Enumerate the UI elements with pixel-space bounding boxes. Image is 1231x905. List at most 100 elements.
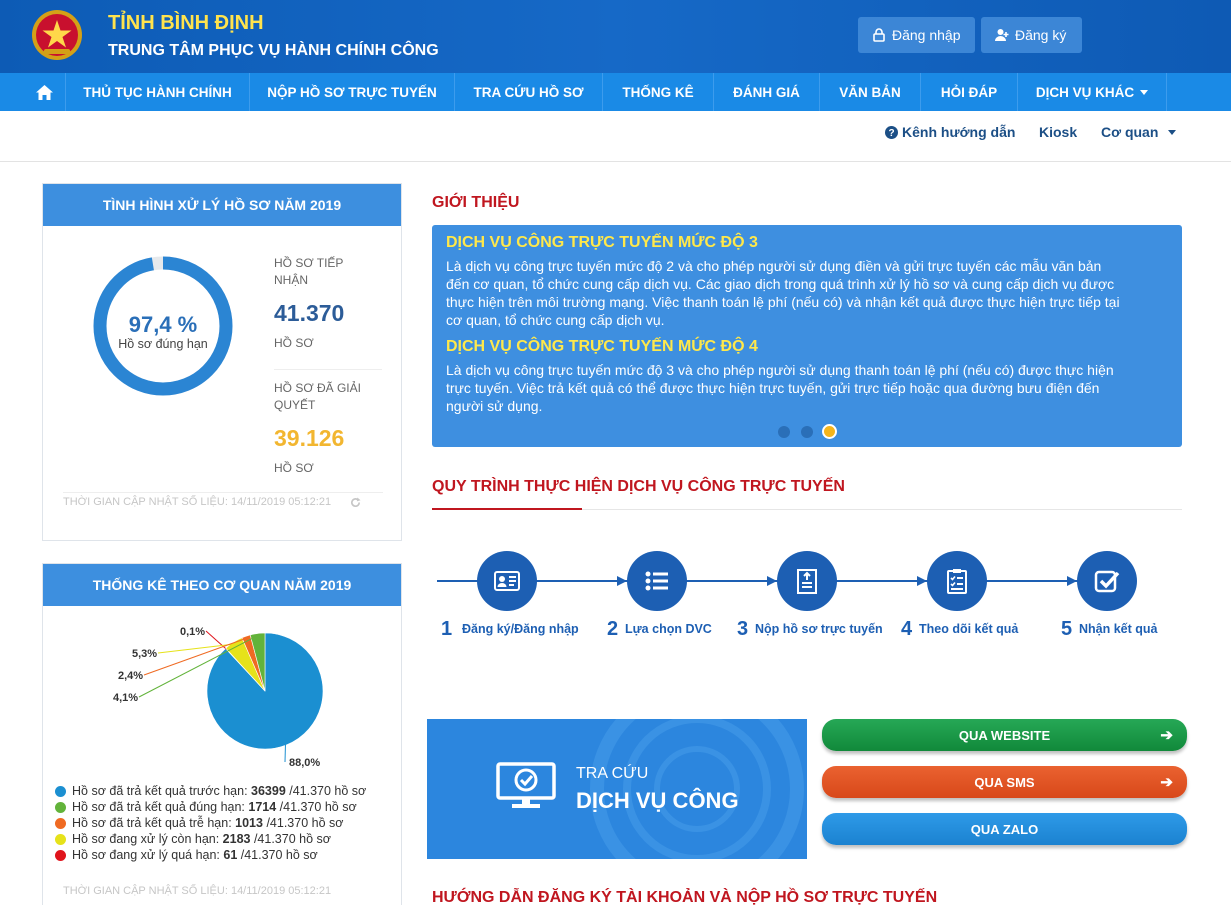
- nav-hoi-dap[interactable]: HỎI ĐÁP: [921, 73, 1018, 111]
- intro-text-level-4: Là dịch vụ công trực tuyến mức độ 3 và c…: [446, 361, 1168, 415]
- legend-item: Hồ sơ đang xử lý quá hạn: 61 /41.370 hồ …: [55, 848, 318, 862]
- legend-dot: [55, 817, 66, 829]
- intro-heading-level-3: DỊCH VỤ CÔNG TRỰC TUYẾN MỨC ĐỘ 3: [446, 234, 758, 251]
- intro-heading-level-4: DỊCH VỤ CÔNG TRỰC TUYẾN MỨC ĐỘ 4: [446, 338, 758, 355]
- agency-panel: THỐNG KÊ THEO CƠ QUAN NĂM 2019 88,0% 0,1%…: [42, 563, 402, 905]
- step-receive[interactable]: [1077, 551, 1137, 611]
- carousel-dot-1[interactable]: [778, 426, 790, 438]
- pie-data-label: 2,4%: [118, 670, 143, 682]
- step-number: 5: [1061, 618, 1073, 640]
- nav-nop-ho-so[interactable]: NỘP HỒ SƠ TRỰC TUYẾN: [250, 73, 455, 111]
- site-subtitle[interactable]: TRUNG TÂM PHỤC VỤ HÀNH CHÍNH CÔNG: [108, 42, 439, 59]
- monitor-check-icon: [496, 762, 556, 808]
- checkbox-icon: [1094, 570, 1120, 593]
- step-label[interactable]: Nhận kết quả: [1079, 622, 1158, 636]
- sms-label: QUA SMS: [974, 774, 1035, 790]
- lookup-sms-button[interactable]: QUA SMS ➔: [822, 766, 1187, 798]
- intro-title: GIỚI THIỆU: [432, 194, 520, 211]
- lookup-website-button[interactable]: QUA WEBSITE ➔: [822, 719, 1187, 751]
- nav-danh-gia[interactable]: ĐÁNH GIÁ: [714, 73, 820, 111]
- lookup-zalo-button[interactable]: QUA ZALO: [822, 813, 1187, 845]
- guide-label: Kênh hướng dẫn: [902, 124, 1016, 140]
- lookup-line1: TRA CỨU: [576, 765, 649, 782]
- legend-text: Hồ sơ đã trả kết quả đúng hạn:: [72, 800, 249, 814]
- status-panel: TÌNH HÌNH XỬ LÝ HỒ SƠ NĂM 2019 97,4 % Hồ…: [42, 183, 402, 541]
- register-button[interactable]: Đăng ký: [981, 17, 1082, 53]
- nav-thong-ke[interactable]: THỐNG KÊ: [603, 73, 714, 111]
- kiosk-link[interactable]: Kiosk: [1039, 124, 1078, 140]
- process-divider: [432, 509, 1182, 510]
- step-submit[interactable]: [777, 551, 837, 611]
- guide-section-title: HƯỚNG DẪN ĐĂNG KÝ TÀI KHOẢN VÀ NỘP HỒ SƠ…: [432, 889, 938, 905]
- step-number: 3: [737, 618, 749, 640]
- nav-dich-vu-khac[interactable]: DỊCH VỤ KHÁC: [1018, 73, 1167, 111]
- legend-item: Hồ sơ đã trả kết quả trễ hạn: 1013 /41.3…: [55, 816, 343, 830]
- lock-icon: [873, 28, 885, 42]
- document-upload-icon: [797, 569, 817, 594]
- agency-panel-title: THỐNG KÊ THEO CƠ QUAN NĂM 2019: [43, 564, 401, 606]
- site-title[interactable]: TỈNH BÌNH ĐỊNH: [108, 12, 264, 34]
- login-label: Đăng nhập: [892, 27, 961, 43]
- resolved-unit: HỒ SƠ: [274, 461, 314, 475]
- process-title: QUY TRÌNH THỰC HIỆN DỊCH VỤ CÔNG TRỰC TU…: [432, 478, 845, 495]
- legend-dot: [55, 785, 66, 797]
- divider: [274, 369, 382, 370]
- guide-link[interactable]: ? Kênh hướng dẫn: [885, 124, 1015, 140]
- nav-home[interactable]: [24, 73, 66, 111]
- refresh-icon[interactable]: [350, 497, 361, 508]
- step-number: 4: [901, 618, 913, 640]
- carousel-dot-3-active[interactable]: [822, 424, 837, 439]
- intro-carousel[interactable]: DỊCH VỤ CÔNG TRỰC TUYẾN MỨC ĐỘ 3 Là dịch…: [432, 225, 1182, 447]
- step-number: 2: [607, 618, 619, 640]
- login-button[interactable]: Đăng nhập: [858, 17, 975, 53]
- legend-item: Hồ sơ đã trả kết quả đúng hạn: 1714 /41.…: [55, 800, 357, 814]
- pie-data-label: 5,3%: [132, 648, 157, 660]
- intro-text-level-3: Là dịch vụ công trực tuyến mức độ 2 và c…: [446, 257, 1168, 329]
- home-icon: [36, 84, 53, 100]
- step-label[interactable]: Nộp hồ sơ trực tuyến: [755, 622, 883, 636]
- add-user-icon: [995, 29, 1009, 41]
- legend-total: /41.370 hồ sơ: [276, 800, 357, 814]
- lookup-banner[interactable]: TRA CỨU DỊCH VỤ CÔNG: [427, 719, 807, 859]
- step-number: 1: [441, 618, 453, 640]
- legend-item: Hồ sơ đã trả kết quả trước hạn: 36399 /4…: [55, 784, 366, 798]
- agency-dropdown[interactable]: Cơ quan: [1101, 124, 1177, 140]
- step-select-service[interactable]: [627, 551, 687, 611]
- legend-total: /41.370 hồ sơ: [285, 784, 367, 798]
- legend-total: /41.370 hồ sơ: [237, 848, 318, 862]
- legend-count: 1714: [248, 800, 277, 814]
- legend-total: /41.370 hồ sơ: [250, 832, 331, 846]
- step-register[interactable]: [477, 551, 537, 611]
- agency-pie-chart: 88,0% 0,1% 5,3% 2,4% 4,1%: [113, 626, 324, 769]
- nav-thu-tuc[interactable]: THỦ TỤC HÀNH CHÍNH: [66, 73, 250, 111]
- register-label: Đăng ký: [1015, 27, 1067, 43]
- nav-tra-cuu[interactable]: TRA CỨU HỒ SƠ: [455, 73, 603, 111]
- pie-label-connector: [143, 637, 247, 676]
- legend-item: Hồ sơ đang xử lý còn hạn: 2183 /41.370 h…: [55, 832, 331, 846]
- step-label[interactable]: Lựa chọn DVC: [625, 622, 712, 636]
- national-emblem-icon[interactable]: [30, 8, 84, 62]
- status-panel-title: TÌNH HÌNH XỬ LÝ HỒ SƠ NĂM 2019: [43, 184, 401, 226]
- on-time-percent: 97,4 %: [128, 312, 198, 337]
- lookup-line2: DỊCH VỤ CÔNG: [576, 788, 739, 813]
- legend-total: /41.370 hồ sơ: [262, 816, 344, 830]
- pie-slice[interactable]: [249, 632, 266, 692]
- help-circle-icon: ?: [885, 125, 898, 139]
- id-card-icon: [494, 571, 520, 591]
- pie-data-label: 4,1%: [113, 692, 138, 704]
- process-divider-accent: [432, 508, 582, 510]
- intro-line: Là dịch vụ công trực tuyến mức độ 2 và c…: [446, 258, 1102, 274]
- intro-line: đến cơ quan, tổ chức cung cấp dịch vụ. C…: [446, 276, 1115, 292]
- received-value: 41.370: [274, 300, 345, 326]
- website-label: QUA WEBSITE: [958, 727, 1051, 743]
- step-track[interactable]: [927, 551, 987, 611]
- intro-line: người sử dụng.: [446, 398, 543, 414]
- on-time-caption: Hồ sơ đúng hạn: [118, 337, 208, 351]
- carousel-dot-2[interactable]: [801, 426, 813, 438]
- pie-label-connector: [138, 635, 259, 698]
- legend-text: Hồ sơ đã trả kết quả trễ hạn:: [72, 816, 236, 830]
- nav-van-ban[interactable]: VĂN BẢN: [820, 73, 921, 111]
- step-label[interactable]: Đăng ký/Đăng nhập: [462, 622, 579, 636]
- intro-line: cơ quan, tổ chức cung cấp dịch vụ.: [446, 312, 665, 328]
- step-label[interactable]: Theo dõi kết quả: [919, 622, 1019, 636]
